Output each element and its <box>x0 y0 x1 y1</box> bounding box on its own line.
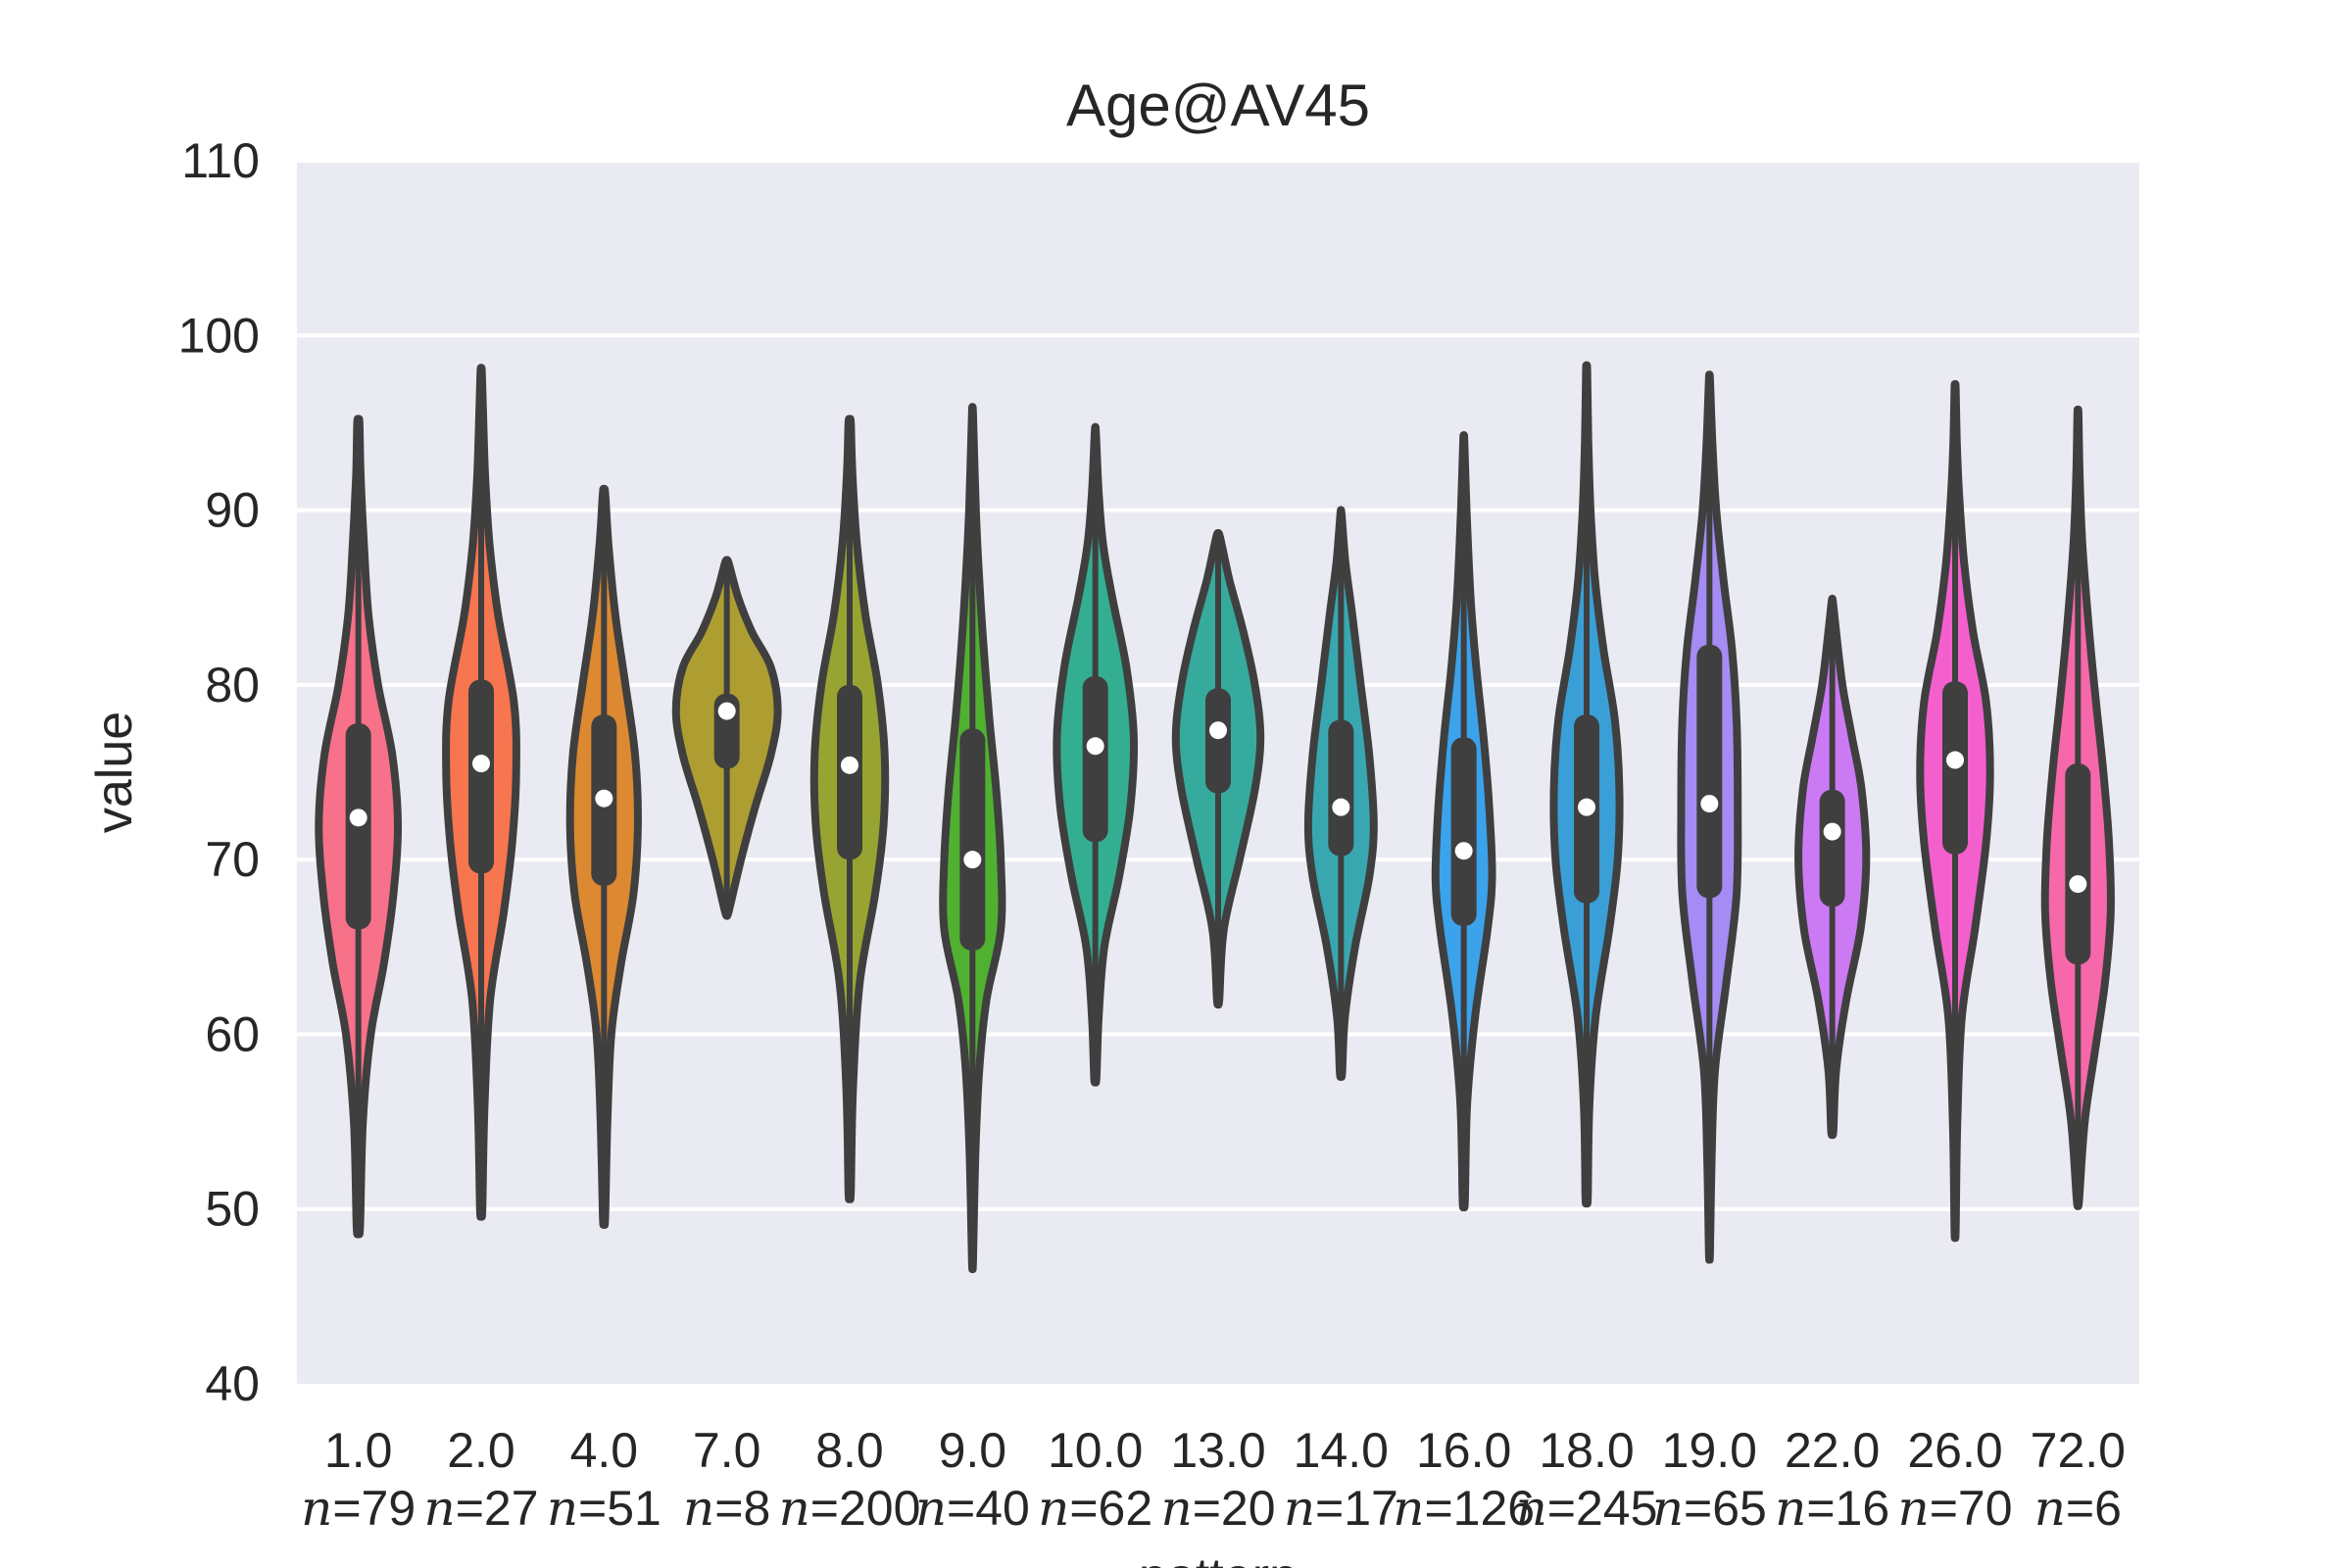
violin-median-dot <box>1946 751 1964 769</box>
violin-iqr-box <box>1082 675 1108 843</box>
y-axis-label: value <box>86 711 143 833</box>
violin-iqr-box <box>1450 737 1477 926</box>
y-axis-ticks: 40 50 60 70 80 90 100 110 <box>178 133 260 1411</box>
y-tick-label: 100 <box>178 308 260 363</box>
violin-14.0 <box>1303 506 1378 1081</box>
x-tick-label: 9.0 <box>939 1423 1007 1478</box>
x-tick-label: 18.0 <box>1539 1423 1634 1478</box>
y-tick-label: 40 <box>205 1356 260 1411</box>
x-tick-label: 19.0 <box>1662 1423 1757 1478</box>
y-tick-label: 60 <box>205 1006 260 1061</box>
x-tick-count-label: n=126 <box>1393 1480 1535 1537</box>
x-tick-count-label: n=17 <box>1284 1480 1398 1537</box>
x-tick-label: 22.0 <box>1785 1423 1880 1478</box>
violin-median-dot <box>1332 798 1350 816</box>
violin-72.0 <box>2040 405 2115 1210</box>
x-tick-label: 2.0 <box>447 1423 515 1478</box>
y-tick-label: 90 <box>205 483 260 538</box>
x-tick-count-label: n=79 <box>301 1480 416 1537</box>
x-tick-label: 10.0 <box>1048 1423 1143 1478</box>
x-tick-count-label: n=16 <box>1775 1480 1889 1537</box>
violin-median-dot <box>472 755 490 773</box>
violin-1.0 <box>315 415 403 1239</box>
x-tick-count-label: n=65 <box>1652 1480 1767 1537</box>
violin-median-dot <box>963 851 982 869</box>
violin-median-dot <box>717 702 736 720</box>
violin-median-dot <box>1454 842 1473 860</box>
x-tick-count-label: n=6 <box>2034 1480 2122 1537</box>
violin-median-dot <box>1209 721 1227 740</box>
violin-median-dot <box>1086 737 1104 756</box>
violin-7.0 <box>671 556 782 920</box>
chart-title: Age@AV45 <box>1066 73 1370 138</box>
y-tick-label: 80 <box>205 658 260 712</box>
violin-2.0 <box>442 364 520 1221</box>
x-tick-label: 26.0 <box>1907 1423 2002 1478</box>
x-axis-label: pattern <box>1139 1548 1298 1568</box>
x-tick-count-label: n=8 <box>683 1480 770 1537</box>
violin-4.0 <box>565 484 642 1229</box>
violin-median-dot <box>841 756 858 774</box>
violin-iqr-box <box>468 679 494 874</box>
violin-iqr-box <box>959 728 986 951</box>
violin-median-dot <box>1700 795 1719 813</box>
violin-8.0 <box>809 415 890 1203</box>
violin-13.0 <box>1171 529 1265 1009</box>
violin-16.0 <box>1431 431 1496 1211</box>
x-tick-label: 7.0 <box>693 1423 761 1478</box>
x-tick-count-label: n=200 <box>779 1480 921 1537</box>
violins <box>315 361 2115 1274</box>
violin-iqr-box <box>1696 644 1723 899</box>
x-tick-label: 13.0 <box>1170 1423 1265 1478</box>
x-tick-label: 16.0 <box>1416 1423 1511 1478</box>
x-tick-count-label: n=245 <box>1516 1480 1658 1537</box>
y-tick-label: 110 <box>181 133 260 188</box>
x-tick-label: 14.0 <box>1294 1423 1389 1478</box>
x-tick-count-label: n=27 <box>423 1480 538 1537</box>
x-tick-label: 8.0 <box>815 1423 884 1478</box>
x-tick-count-label: n=62 <box>1038 1480 1152 1537</box>
violin-median-dot <box>595 789 613 808</box>
violin-18.0 <box>1549 361 1624 1208</box>
violin-22.0 <box>1794 594 1871 1140</box>
violin-10.0 <box>1053 422 1139 1087</box>
violin-median-dot <box>349 808 368 827</box>
x-tick-count-label: n=70 <box>1897 1480 2012 1537</box>
violin-iqr-box <box>2065 763 2091 965</box>
violin-19.0 <box>1677 370 1742 1264</box>
violin-iqr-box <box>1819 789 1845 907</box>
x-tick-count-label: n=20 <box>1160 1480 1275 1537</box>
x-tick-label: 4.0 <box>570 1423 639 1478</box>
violin-iqr-box <box>1328 719 1354 857</box>
x-tick-count-label: n=40 <box>915 1480 1030 1537</box>
violin-iqr-box <box>1205 688 1231 794</box>
violin-median-dot <box>2069 875 2087 894</box>
y-tick-label: 50 <box>205 1182 260 1237</box>
x-tick-label: 1.0 <box>324 1423 393 1478</box>
violin-median-dot <box>1823 822 1841 841</box>
x-axis-ticks: 1.0n=792.0n=274.0n=517.0n=88.0n=2009.0n=… <box>301 1423 2126 1537</box>
x-tick-count-label: n=51 <box>547 1480 662 1537</box>
violin-26.0 <box>1916 379 1994 1243</box>
y-tick-label: 70 <box>205 832 260 887</box>
x-tick-label: 72.0 <box>2031 1423 2126 1478</box>
violin-median-dot <box>1578 798 1595 816</box>
violin-9.0 <box>939 403 1006 1274</box>
